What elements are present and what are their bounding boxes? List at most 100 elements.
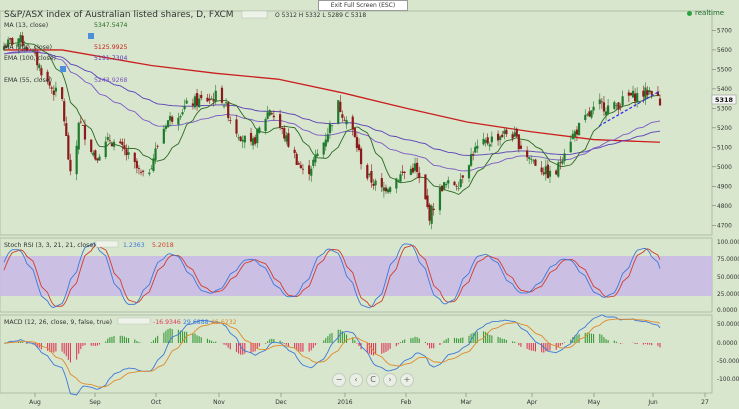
time-tick-label: Nov <box>213 399 225 406</box>
candle-body <box>324 139 327 147</box>
candle-body <box>517 134 520 150</box>
candle-body <box>357 144 361 151</box>
price-tick-label: 4900 <box>717 184 732 190</box>
candle-body <box>559 162 562 164</box>
candle-body <box>476 145 479 149</box>
candle-body <box>252 138 255 146</box>
candle-body <box>345 120 348 125</box>
stoch-d-value: 5.2018 <box>152 242 174 249</box>
zoom-out-button[interactable]: − <box>332 373 346 387</box>
scroll-left-button[interactable]: ‹ <box>349 373 363 387</box>
candle-body <box>268 110 271 116</box>
candle-body <box>621 96 624 106</box>
macd-tick-label: 0.0000 <box>717 341 738 347</box>
candle-body <box>162 128 165 144</box>
candle-body <box>79 121 82 123</box>
candle-body <box>154 148 157 160</box>
zoom-in-button[interactable]: + <box>400 373 414 387</box>
time-tick-label: 2016 <box>337 399 352 406</box>
candle-body <box>472 153 475 155</box>
price-tick-label: 5400 <box>717 87 732 93</box>
candle-body <box>440 185 444 192</box>
stoch-k-value: 1.2363 <box>123 242 145 249</box>
candle-body <box>467 165 471 179</box>
candle-body <box>382 187 385 191</box>
candle-body <box>374 180 377 186</box>
candle-body <box>403 171 406 173</box>
candle-body <box>77 122 80 150</box>
candle-body <box>299 165 302 169</box>
candle-body <box>150 168 153 170</box>
time-tick-label: Apr <box>527 399 538 406</box>
candle-body <box>312 159 315 166</box>
candle-body <box>272 115 275 118</box>
time-tick-label: Dec <box>275 399 287 406</box>
realtime-dot-icon <box>687 10 692 16</box>
stoch-tick-label: 75.0000 <box>717 257 739 263</box>
stoch-tick-label: 0.0000 <box>717 308 738 314</box>
candle-body <box>241 139 244 142</box>
candle-body <box>656 91 660 96</box>
candle-body <box>453 181 456 186</box>
candle-body <box>443 182 446 190</box>
header-controls[interactable] <box>241 10 268 19</box>
stoch-controls[interactable] <box>95 240 119 248</box>
candle-body <box>243 135 246 143</box>
price-tick-label: 4800 <box>717 204 732 210</box>
candle-body <box>592 106 595 111</box>
candle-body <box>112 141 116 147</box>
price-tick-label: 5700 <box>717 28 732 34</box>
candle-body <box>227 102 230 119</box>
candle-body <box>416 162 419 172</box>
candle-body <box>484 140 487 143</box>
candle-body <box>428 204 431 221</box>
candle-body <box>11 38 14 45</box>
candle-body <box>555 170 558 175</box>
candle-body <box>36 52 39 66</box>
candle-body <box>38 64 41 69</box>
ma200-label: MA (200, close) <box>4 44 52 51</box>
ma13-label: MA (13, close) <box>4 22 48 29</box>
candle-body <box>54 87 57 92</box>
scroll-right-button[interactable]: › <box>383 373 397 387</box>
candle-body <box>351 116 354 130</box>
candle-body <box>598 99 601 105</box>
stoch-lines <box>3 243 661 309</box>
candle-body <box>281 127 284 129</box>
candle-body <box>372 183 375 186</box>
candle-body <box>152 158 155 171</box>
candle-body <box>490 136 493 143</box>
candle-body <box>461 175 464 178</box>
candle-body <box>397 180 400 182</box>
candle-body <box>52 90 55 95</box>
candle-body <box>185 100 188 104</box>
macd-label: MACD (12, 26, close, 9, false, true) <box>4 319 112 326</box>
macd-controls[interactable] <box>117 317 151 325</box>
candle-body <box>40 68 43 76</box>
candle-body <box>600 101 603 103</box>
ema100-label: EMA (100, close) <box>4 55 56 62</box>
candle-body <box>648 90 651 93</box>
ema55-value: 5243.9268 <box>94 77 128 84</box>
candle-body <box>548 170 552 177</box>
candle-body <box>418 172 421 179</box>
candle-body <box>81 124 84 126</box>
candle-body <box>459 179 462 187</box>
candle-body <box>229 120 232 121</box>
candle-body <box>430 205 433 224</box>
candle-body <box>409 168 412 175</box>
ohlc-text: O 5312 H 5332 L 5289 C 5318 <box>275 12 366 19</box>
candle-body <box>50 87 53 89</box>
candle-body <box>121 141 124 145</box>
candle-body <box>513 132 516 137</box>
price-tick-label: 5500 <box>717 67 732 73</box>
exit-fullscreen-button[interactable]: Exit Full Screen (ESC) <box>318 0 408 11</box>
candle-body <box>561 160 564 164</box>
time-tick-label: Mar <box>460 399 472 406</box>
reset-button[interactable]: C <box>366 373 380 387</box>
candle-body <box>642 90 645 97</box>
candle-body <box>239 136 242 141</box>
settings-icon[interactable] <box>88 33 94 39</box>
settings-icon[interactable] <box>60 66 66 72</box>
candle-body <box>225 102 228 104</box>
